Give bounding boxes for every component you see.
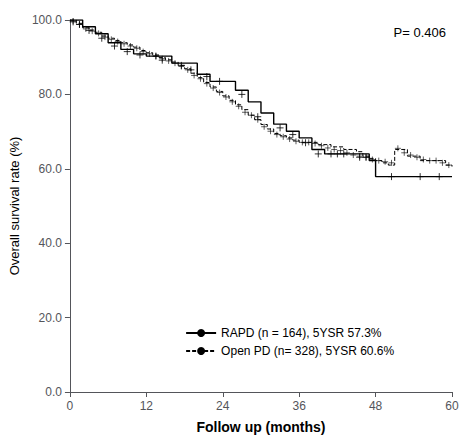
svg-text:60: 60	[445, 399, 459, 413]
svg-text:80.0: 80.0	[39, 87, 63, 101]
svg-text:0: 0	[67, 399, 74, 413]
svg-text:60.0: 60.0	[39, 162, 63, 176]
svg-text:24: 24	[216, 399, 230, 413]
svg-text:0.0: 0.0	[45, 385, 62, 399]
svg-text:48: 48	[369, 399, 383, 413]
svg-text:20.0: 20.0	[39, 311, 63, 325]
svg-text:36: 36	[292, 399, 306, 413]
svg-text:Open PD (n= 328), 5YSR 60.6%: Open PD (n= 328), 5YSR 60.6%	[221, 344, 394, 358]
svg-text:Follow up (months): Follow up (months)	[196, 419, 325, 435]
svg-text:RAPD (n = 164), 5YSR 57.3%: RAPD (n = 164), 5YSR 57.3%	[221, 326, 382, 340]
svg-text:40.0: 40.0	[39, 236, 63, 250]
svg-text:12: 12	[140, 399, 154, 413]
svg-text:P= 0.406: P= 0.406	[394, 25, 446, 40]
svg-text:100.0: 100.0	[32, 13, 62, 27]
svg-text:Overall survival rate (%): Overall survival rate (%)	[7, 137, 22, 276]
